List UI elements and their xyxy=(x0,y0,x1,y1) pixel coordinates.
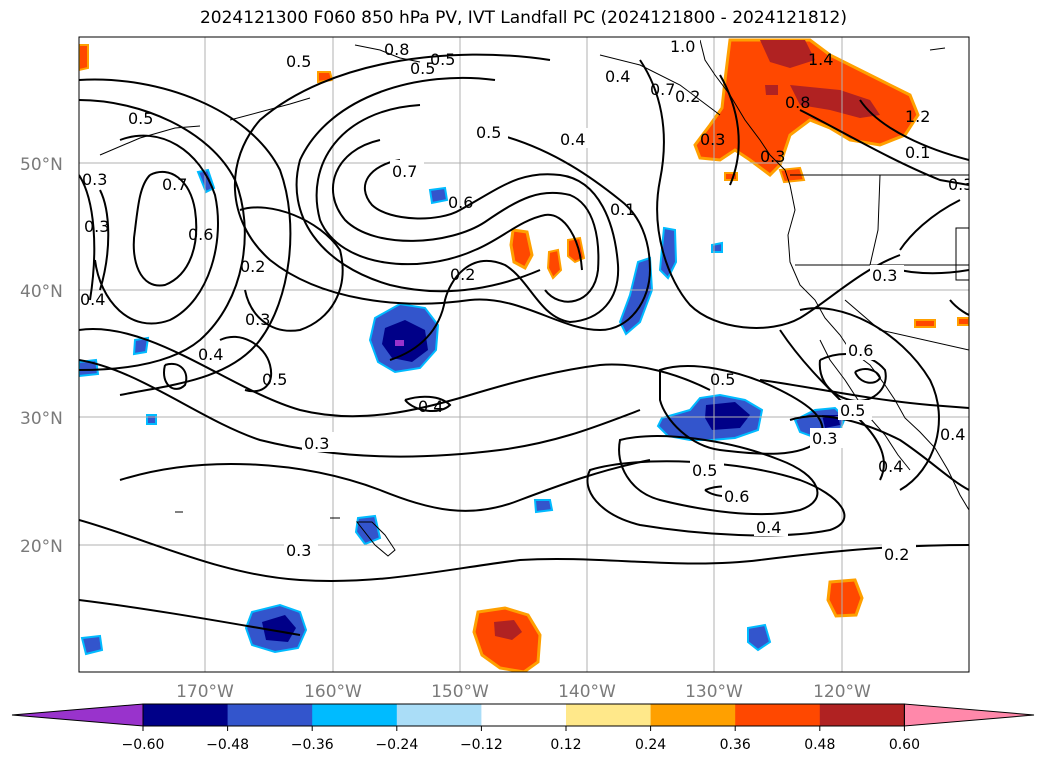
colorbar-tick-label: 0.60 xyxy=(889,737,920,753)
colorbar-segment xyxy=(227,704,313,726)
contour-label: 0.7 xyxy=(162,175,187,194)
contour-labels: 0.5 0.8 0.5 1.0 1.4 0.4 0.3 0.5 0.3 0.3 … xyxy=(80,37,973,564)
contour-label: 0.4 xyxy=(560,130,585,149)
contour-label: 0.7 xyxy=(650,80,675,99)
colorbar-tick-label: 0.36 xyxy=(720,737,751,753)
colorbar-tick-label: −0.48 xyxy=(206,737,249,753)
lon-label: 160°W xyxy=(304,682,362,702)
contour-label: 0.5 xyxy=(128,109,153,128)
contour-label: 0.8 xyxy=(384,40,409,59)
contour-label: 0.6 xyxy=(848,341,873,360)
contour-label: 0.4 xyxy=(418,397,443,416)
colorbar-segment xyxy=(566,704,652,726)
colorbar-segment xyxy=(143,704,229,726)
contour-label: 0.3 xyxy=(304,434,329,453)
colorbar-segment xyxy=(396,704,482,726)
contour-label: 0.6 xyxy=(188,225,213,244)
lat-label: 40°N xyxy=(20,282,63,302)
contour-label: 0.3 xyxy=(812,429,837,448)
contour-label: 0.2 xyxy=(240,257,265,276)
contour-label: 0.5 xyxy=(840,401,865,420)
contour-label: 0.5 xyxy=(410,59,435,78)
contour-label: 0.3 xyxy=(84,217,109,236)
coastlines xyxy=(99,39,969,557)
contour-label: 0.1 xyxy=(610,200,635,219)
colorbar-segment xyxy=(650,704,736,726)
contour-label: 1.2 xyxy=(905,107,930,126)
contour-label: 0.3 xyxy=(948,175,973,194)
colorbar-segment xyxy=(312,704,398,726)
contour-label: 0.4 xyxy=(756,518,781,537)
colorbar-tick-label: 0.12 xyxy=(550,737,581,753)
contour-label: 0.3 xyxy=(82,170,107,189)
contour-label: 0.3 xyxy=(760,147,785,166)
colorbar-tick-label: −0.60 xyxy=(122,737,165,753)
contour-label: 0.7 xyxy=(392,162,417,181)
contour-label: 0.8 xyxy=(785,93,810,112)
contour-label: 0.3 xyxy=(700,130,725,149)
lat-label: 30°N xyxy=(20,409,63,429)
pv-contours xyxy=(79,53,969,636)
contour-label: 0.3 xyxy=(245,310,270,329)
colorbar-tick-label: 0.24 xyxy=(635,737,666,753)
contour-label: 0.5 xyxy=(710,370,735,389)
colorbar: −0.60 −0.48 −0.36 −0.24 −0.12 0.12 0.24 0.36 0.4… xyxy=(11,703,1035,753)
lon-label: 120°W xyxy=(813,682,871,702)
contour-label: 0.5 xyxy=(476,123,501,142)
contour-label: 0.4 xyxy=(940,425,965,444)
map-frame xyxy=(78,36,970,673)
colorbar-segment xyxy=(819,704,905,726)
colorbar-segment xyxy=(481,704,567,726)
contour-label: 0.1 xyxy=(905,143,930,162)
contour-label: 0.6 xyxy=(724,487,749,506)
shaded-anomalies xyxy=(79,38,969,672)
colorbar-tick-label: −0.24 xyxy=(375,737,418,753)
contour-label: 0.5 xyxy=(286,52,311,71)
colorbar-segment xyxy=(735,704,821,726)
contour-label: 0.3 xyxy=(872,266,897,285)
colorbar-tick-label: −0.36 xyxy=(291,737,334,753)
contour-label: 0.2 xyxy=(675,87,700,106)
contour-label: 0.4 xyxy=(198,345,223,364)
lat-label: 50°N xyxy=(20,155,63,175)
colorbar-extend-min xyxy=(11,703,144,727)
contour-label: 0.5 xyxy=(262,370,287,389)
contour-label: 0.4 xyxy=(878,457,903,476)
longitude-labels: 170°W 160°W 150°W 140°W 130°W 120°W xyxy=(176,682,871,702)
contour-label: 0.5 xyxy=(430,50,455,69)
contour-label: 0.3 xyxy=(286,541,311,560)
map-title: 2024121300 F060 850 hPa PV, IVT Landfall… xyxy=(199,8,847,28)
contour-label: 0.4 xyxy=(80,290,105,309)
contour-label: 0.5 xyxy=(692,461,717,480)
contour-label: 0.4 xyxy=(605,67,630,86)
lon-label: 170°W xyxy=(176,682,234,702)
lon-label: 130°W xyxy=(685,682,743,702)
colorbar-frame xyxy=(142,703,905,727)
colorbar-extend-max xyxy=(903,703,1035,727)
lon-label: 140°W xyxy=(558,682,616,702)
contour-label: 1.4 xyxy=(808,50,833,69)
colorbar-tick-label: 0.48 xyxy=(804,737,835,753)
lon-label: 150°W xyxy=(431,682,489,702)
contour-label: 0.6 xyxy=(448,193,473,212)
contour-label: 0.2 xyxy=(884,545,909,564)
contour-label: 1.0 xyxy=(670,37,695,56)
contour-label: 0.2 xyxy=(450,265,475,284)
latitude-labels: 50°N 40°N 30°N 20°N xyxy=(20,155,63,557)
colorbar-tick-label: −0.12 xyxy=(460,737,503,753)
lat-label: 20°N xyxy=(20,537,63,557)
